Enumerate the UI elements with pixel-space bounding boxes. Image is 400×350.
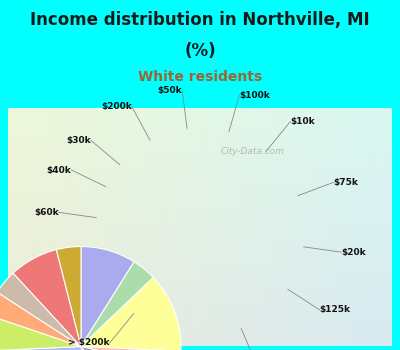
Text: City-Data.com: City-Data.com [220,147,284,156]
Text: $20k: $20k [342,248,366,257]
Text: $125k: $125k [320,306,351,314]
Text: (%): (%) [184,42,216,60]
Text: White residents: White residents [138,70,262,84]
Wedge shape [0,292,81,346]
Text: $60k: $60k [34,208,58,217]
Text: $40k: $40k [47,166,72,175]
Text: $75k: $75k [334,178,359,187]
Wedge shape [0,314,81,350]
Text: $50k: $50k [158,86,182,95]
Wedge shape [81,346,142,350]
Wedge shape [13,250,81,346]
Wedge shape [81,346,181,350]
Text: $30k: $30k [66,136,91,145]
Wedge shape [81,262,153,346]
Wedge shape [81,346,178,350]
Wedge shape [0,346,96,350]
Text: $100k: $100k [240,91,270,99]
Wedge shape [81,246,134,346]
Wedge shape [81,278,181,350]
Wedge shape [56,246,81,346]
Text: $200k: $200k [101,102,132,111]
Wedge shape [0,273,81,346]
Text: $10k: $10k [290,117,315,126]
Text: > $200k: > $200k [68,338,110,348]
Text: Income distribution in Northville, MI: Income distribution in Northville, MI [30,10,370,28]
